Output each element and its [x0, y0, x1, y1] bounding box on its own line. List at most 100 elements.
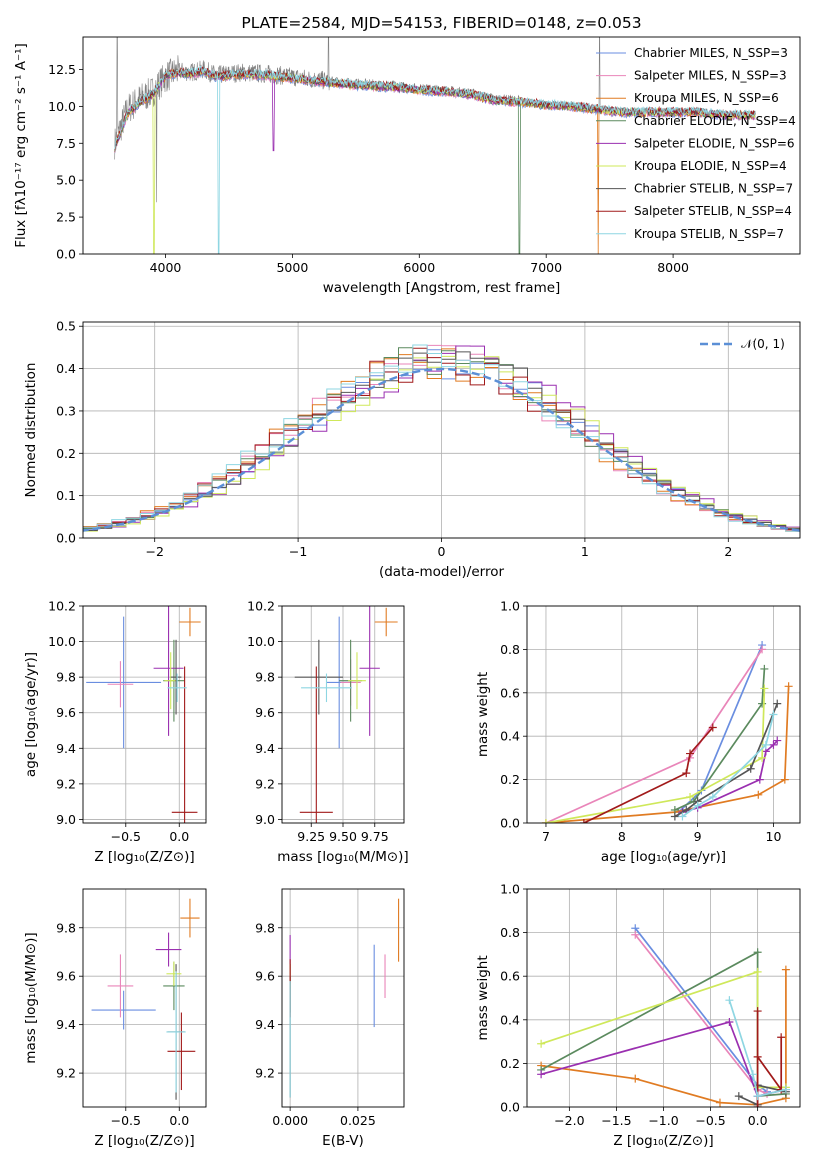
x-tick-label: −0.5	[111, 829, 141, 844]
weight-marker	[777, 1033, 786, 1042]
axes-age-vs-z: −0.5 0.0 9.0 9.2 9.4 9.6 9.8 10.0 10.2 Z [log₁₀(Z…	[23, 599, 206, 865]
weight-marker	[781, 1085, 790, 1094]
weight-line	[583, 726, 714, 823]
weight-marker	[631, 930, 640, 939]
errorbar-point	[167, 1012, 196, 1091]
y-tick-label: 0.4	[500, 729, 520, 744]
plot-frame	[82, 888, 207, 1108]
y-axis-label: Flux [fλ10⁻¹⁷ erg cm⁻² s⁻¹ A⁻¹]	[13, 43, 29, 248]
weight-line	[674, 668, 766, 811]
x-tick-label: 8000	[657, 260, 689, 275]
x-axis-label: Z [log₁₀(Z/Z⊙)]	[94, 1133, 194, 1149]
errorbars-age-vs-z	[86, 606, 201, 823]
weight-marker	[748, 1070, 757, 1079]
y-axis-label: mass [log₁₀(M/M⊙)]	[23, 932, 39, 1063]
spectrum-model-line	[114, 65, 756, 254]
y-tick-label: 12.5	[48, 62, 76, 77]
plot-frame	[82, 36, 801, 255]
axes-age-vs-mass: 9.25 9.50 9.75 9.0 9.2 9.4 9.6 9.8 10.0 10.2 mass …	[247, 599, 409, 866]
y-tick-label: 9.8	[255, 670, 275, 685]
y-tick-label: 0.0	[56, 247, 76, 262]
y-tick-label: 0.2	[500, 1056, 520, 1071]
axes-mass-vs-z: −0.5 0.0 9.2 9.4 9.6 9.8 Z [log₁₀(Z/Z⊙)] mass […	[23, 889, 206, 1149]
weight-marker	[760, 684, 769, 693]
y-tick-label: 0.4	[500, 1012, 520, 1027]
plot-frame	[281, 888, 405, 1108]
weight-marker	[682, 805, 691, 814]
x-axis-label: Z [log₁₀(Z/Z⊙)]	[94, 849, 194, 865]
weight-line	[728, 999, 787, 1098]
plot-frame	[82, 321, 801, 539]
errorbar-point	[155, 932, 182, 967]
weight-marker	[746, 764, 755, 773]
y-tick-label: 10.0	[48, 99, 76, 114]
y-axis-label: mass weight	[475, 672, 491, 757]
y-axis-label: Normed distribution	[23, 363, 39, 498]
x-tick-label: 5000	[276, 260, 308, 275]
errorbar-point	[170, 639, 182, 715]
errorbar-point	[171, 666, 198, 823]
y-tick-label: 0.8	[500, 642, 520, 657]
errorbar-point	[348, 652, 366, 710]
spectrum-lines	[114, 37, 756, 254]
y-tick-label: 0.6	[500, 969, 520, 984]
x-tick-label: 9.50	[329, 829, 357, 844]
y-tick-label: 0.0	[500, 816, 520, 831]
legend-label: Kroupa MILES, N_SSP=6	[634, 91, 779, 105]
x-tick-label: 0.0	[169, 1113, 189, 1128]
y-tick-label: 9.6	[255, 705, 275, 720]
weight-marker	[686, 749, 695, 758]
x-tick-label: 10	[766, 829, 782, 844]
weight-marker	[753, 967, 762, 976]
x-tick-label: −1	[289, 544, 307, 559]
legend-label: Kroupa STELIB, N_SSP=7	[634, 227, 784, 241]
legend-label: Chabrier ELODIE, N_SSP=4	[634, 114, 796, 128]
x-tick-label: −2.0	[554, 1113, 584, 1128]
x-tick-label: 9	[694, 829, 702, 844]
errorbar-point	[164, 652, 178, 710]
weight-marker	[755, 775, 764, 784]
errorbar-point	[179, 607, 201, 637]
legend-label: Chabrier MILES, N_SSP=3	[634, 46, 788, 60]
y-tick-label: 10.2	[247, 599, 275, 614]
y-tick-label: 10.0	[48, 634, 76, 649]
y-tick-label: 0.4	[56, 361, 76, 376]
y-tick-label: 9.4	[255, 741, 275, 756]
gaussian-reference-line	[83, 367, 800, 532]
x-tick-label: 7000	[530, 260, 562, 275]
weight-marker	[708, 792, 717, 801]
errorbar-point	[91, 990, 156, 1030]
x-tick-label: 1	[581, 544, 589, 559]
weight-marker	[537, 1039, 546, 1048]
plot-frame	[526, 605, 801, 824]
y-tick-label: 9.2	[255, 1066, 275, 1081]
y-tick-label: 0.6	[500, 685, 520, 700]
weight-marker	[753, 1103, 762, 1107]
y-tick-label: 9.8	[56, 670, 76, 685]
errorbar-point	[301, 673, 352, 703]
weight-marker	[758, 645, 767, 654]
y-tick-label: 9.8	[56, 920, 76, 935]
x-tick-label: −0.5	[695, 1113, 725, 1128]
y-tick-label: 9.2	[56, 1066, 76, 1081]
weight-line	[545, 686, 790, 823]
errorbars-mass-vs-z	[91, 898, 200, 1100]
axes-spectrum: 4000 5000 6000 7000 8000 0.0 2.5 5.0 7.5 10.0 12.5…	[13, 14, 689, 296]
weight-marker	[715, 1098, 724, 1107]
plot-frame	[82, 605, 207, 824]
weight-line	[545, 688, 766, 823]
x-tick-label: 0.0	[169, 829, 189, 844]
chart-title: PLATE=2584, MJD=54153, FIBERID=0148, z=0…	[241, 14, 641, 32]
y-tick-label: 0.3	[56, 403, 76, 418]
y-tick-label: 2.5	[56, 210, 76, 225]
weight-marker	[758, 753, 767, 762]
y-tick-label: 9.6	[56, 705, 76, 720]
spectrum-model-line	[114, 66, 756, 151]
x-axis-label: age [log₁₀(age/yr)]	[601, 849, 726, 865]
y-tick-label: 9.4	[255, 1017, 275, 1032]
weight-line	[540, 969, 787, 1106]
weight-marker	[693, 801, 702, 810]
plot-frame	[526, 888, 801, 1108]
x-tick-label: −1.5	[601, 1113, 631, 1128]
x-tick-label: 0.000	[272, 1113, 308, 1128]
